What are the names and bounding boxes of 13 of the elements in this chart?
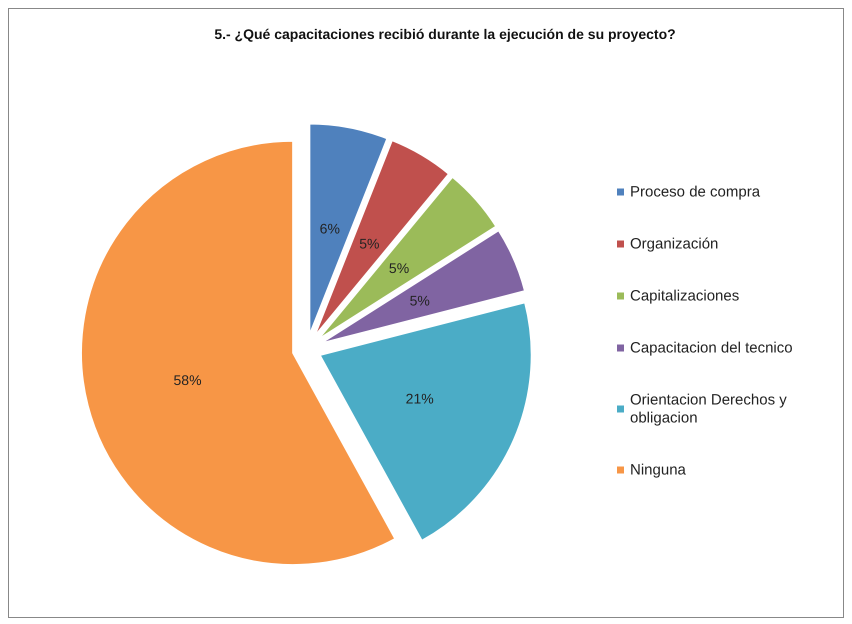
legend-label: Orientacion Derechos y obligacion [630,392,791,426]
data-label: 5% [388,260,410,276]
legend-label: Ninguna [630,462,687,478]
data-label: 21% [406,390,434,406]
legend-label: Capitalizaciones [630,288,740,304]
legend-label: Capacitacion del tecnico [630,340,793,356]
legend-label: Proceso de compra [630,184,761,200]
chart-title: 5.- ¿Qué capacitaciones recibió durante la ejecución de su proyecto? [214,26,676,42]
legend-label: Organización [630,236,718,252]
data-label: 5% [359,236,380,252]
data-label: 58% [173,372,202,388]
data-label: 6% [320,220,340,237]
data-label: 5% [410,292,430,309]
